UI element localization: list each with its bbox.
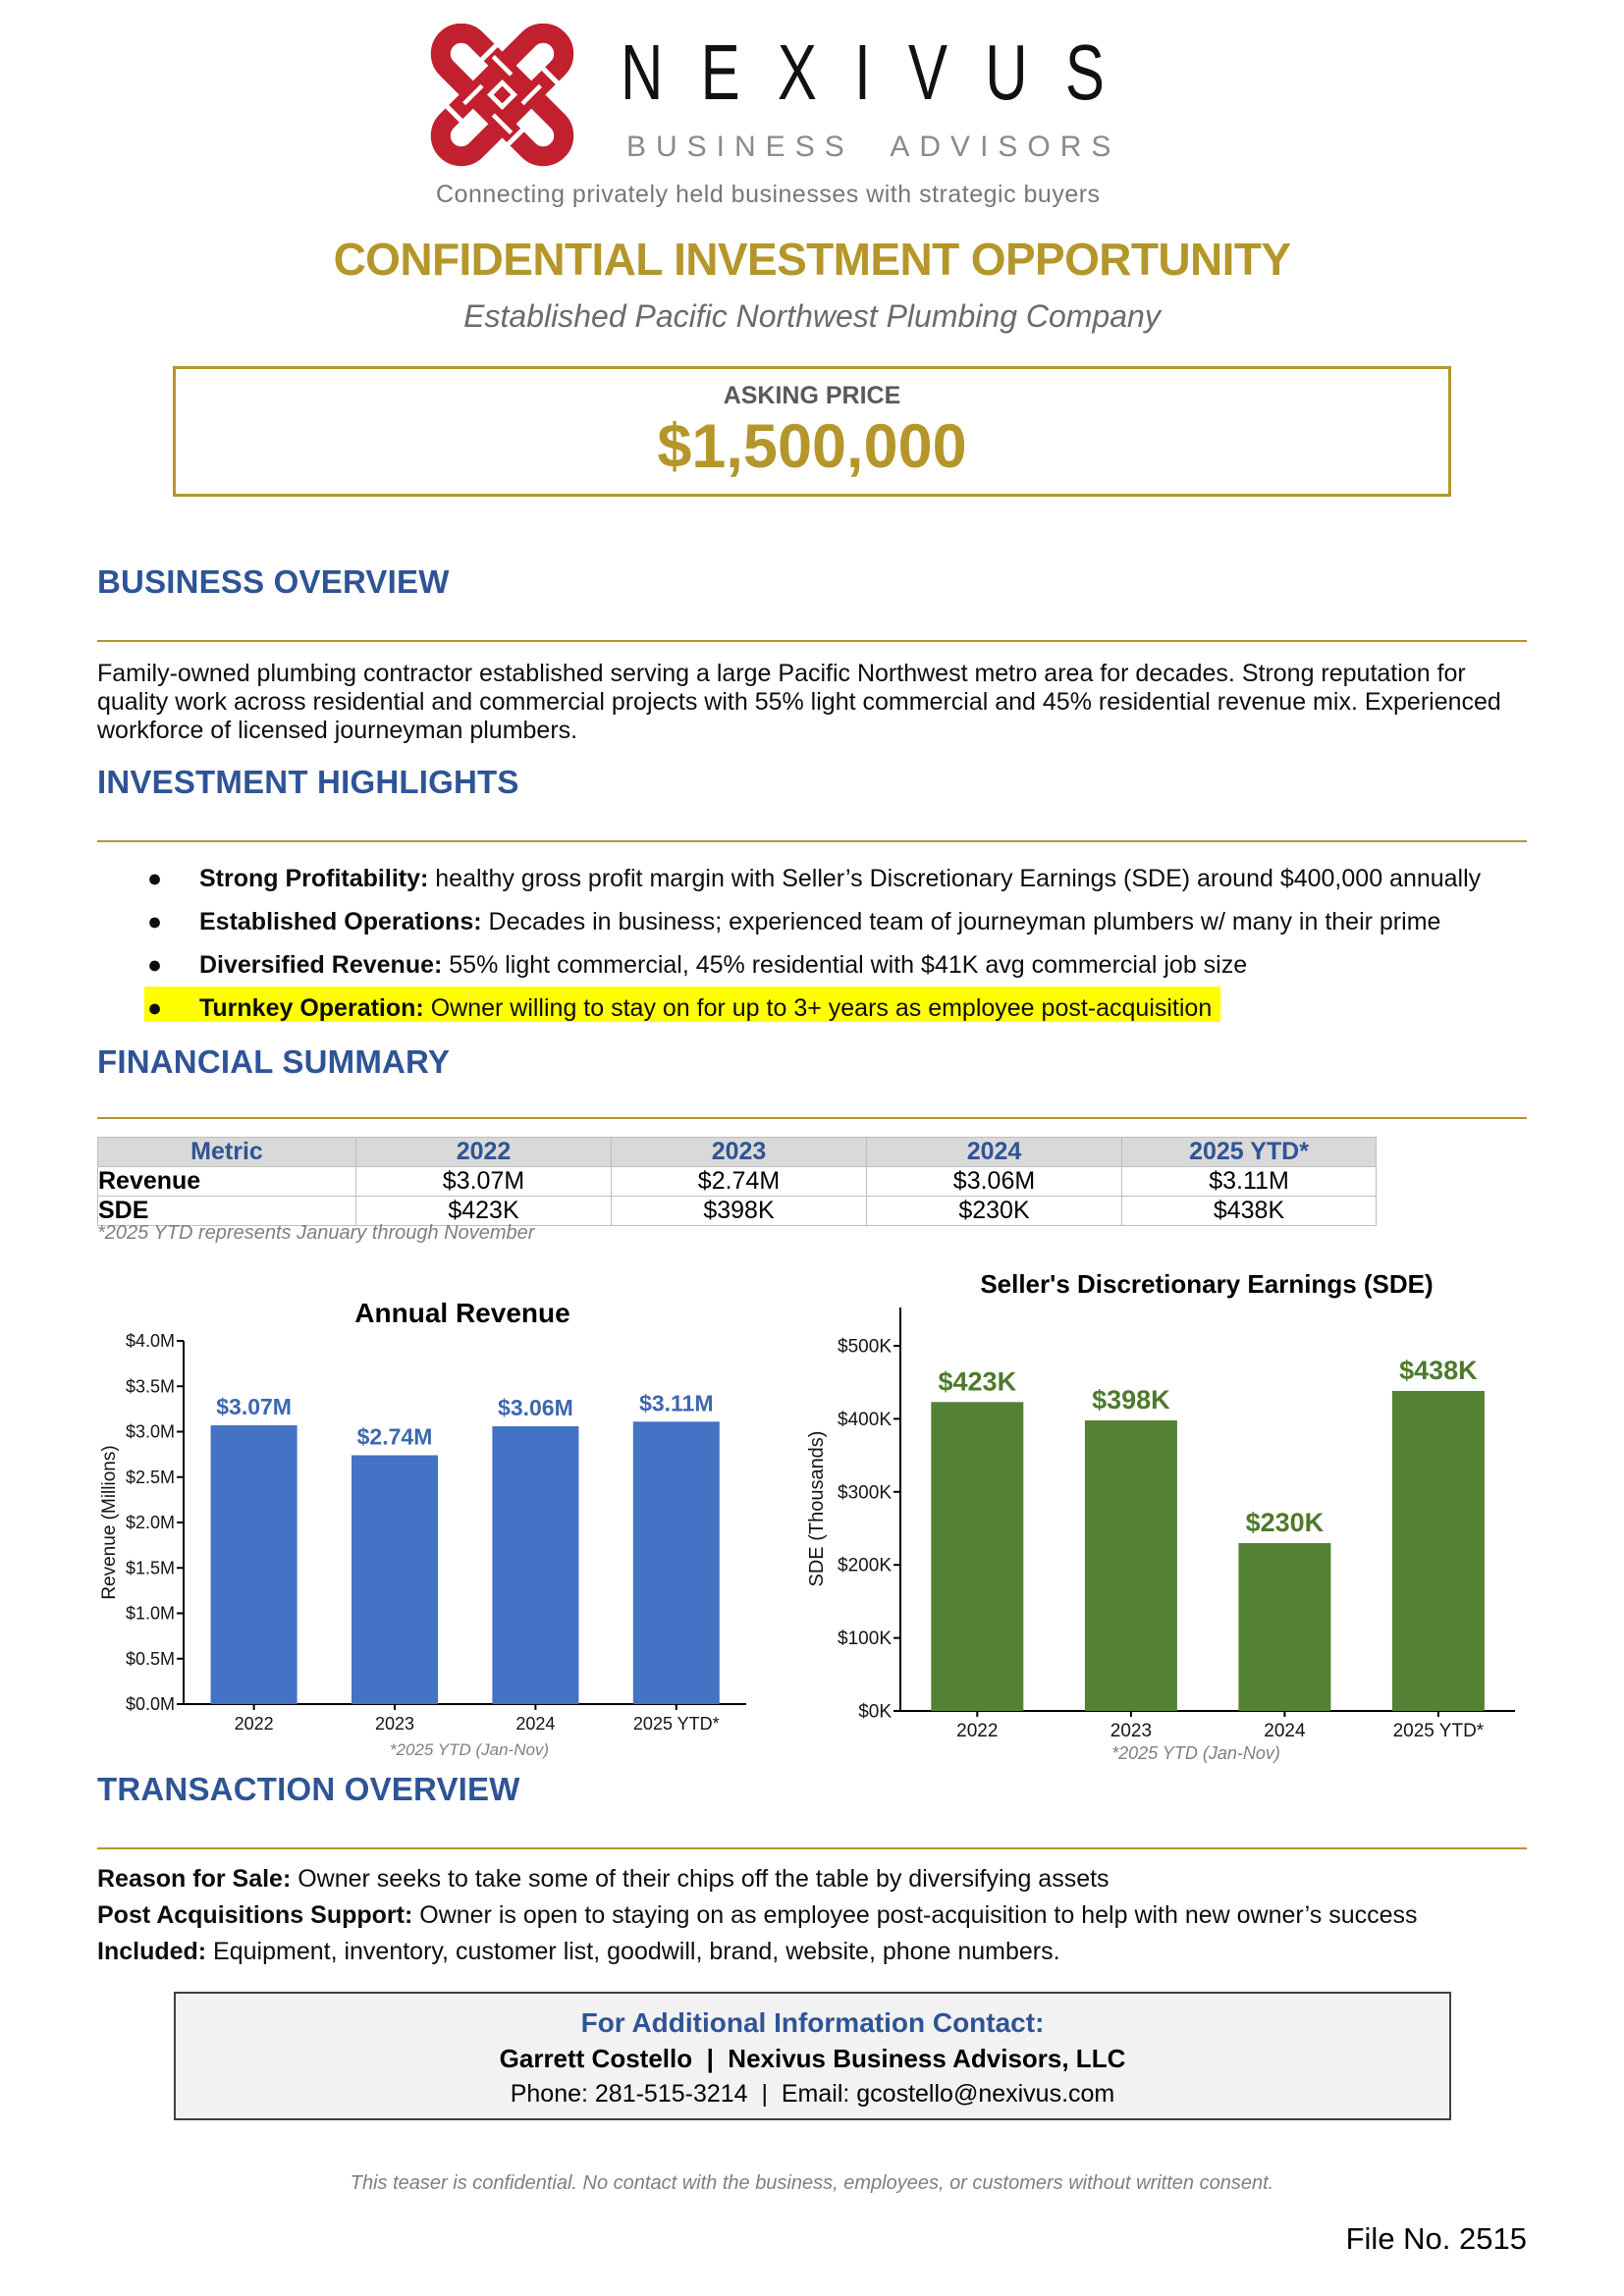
svg-text:$4.0M: $4.0M [126,1331,175,1351]
svg-text:$2.5M: $2.5M [126,1468,175,1487]
svg-text:$0.5M: $0.5M [126,1649,175,1669]
svg-text:$0.0M: $0.0M [126,1694,175,1714]
svg-text:$200K: $200K [838,1556,892,1576]
svg-text:$3.06M: $3.06M [498,1395,573,1420]
svg-text:2022: 2022 [235,1714,274,1734]
svg-text:2024: 2024 [1264,1721,1306,1741]
svg-text:*2025 YTD (Jan-Nov): *2025 YTD (Jan-Nov) [1111,1743,1280,1763]
svg-text:SDE (Thousands): SDE (Thousands) [806,1431,828,1587]
svg-text:2025 YTD*: 2025 YTD* [1393,1721,1485,1741]
svg-text:$398K: $398K [1092,1385,1170,1415]
svg-text:$500K: $500K [838,1337,892,1358]
svg-text:$230K: $230K [1246,1508,1325,1537]
svg-text:$3.5M: $3.5M [126,1376,175,1396]
svg-text:$423K: $423K [939,1366,1017,1396]
svg-text:$1.5M: $1.5M [126,1558,175,1577]
svg-text:$2.74M: $2.74M [357,1424,433,1450]
svg-text:Seller's Discretionary Earning: Seller's Discretionary Earnings (SDE) [980,1269,1433,1299]
svg-text:$1.0M: $1.0M [126,1604,175,1624]
svg-text:$2.0M: $2.0M [126,1513,175,1532]
svg-text:*2025 YTD (Jan-Nov): *2025 YTD (Jan-Nov) [390,1740,549,1759]
svg-text:$3.11M: $3.11M [639,1390,713,1415]
svg-text:$300K: $300K [838,1482,892,1503]
svg-text:2024: 2024 [515,1714,555,1734]
svg-text:2025 YTD*: 2025 YTD* [633,1714,720,1734]
svg-text:$3.07M: $3.07M [216,1394,292,1419]
svg-text:$400K: $400K [838,1410,892,1430]
svg-text:Revenue (Millions): Revenue (Millions) [99,1445,120,1599]
svg-text:$3.0M: $3.0M [126,1422,175,1442]
svg-text:2023: 2023 [1110,1721,1152,1741]
svg-text:$438K: $438K [1399,1356,1478,1385]
svg-text:2022: 2022 [956,1721,998,1741]
svg-text:$100K: $100K [838,1629,892,1649]
svg-text:2023: 2023 [375,1714,414,1734]
svg-text:Annual Revenue: Annual Revenue [354,1298,569,1328]
svg-text:$0K: $0K [858,1702,892,1723]
